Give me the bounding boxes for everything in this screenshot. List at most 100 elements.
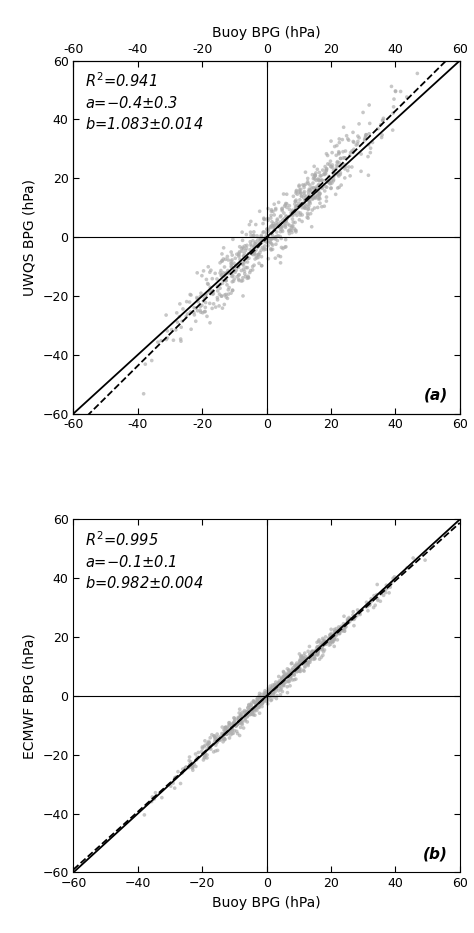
- Point: [277, 256, 284, 271]
- Point: [230, 272, 238, 286]
- Point: [237, 708, 244, 723]
- Point: [241, 238, 249, 253]
- Point: [258, 695, 266, 710]
- Point: [345, 610, 353, 625]
- Point: [223, 723, 231, 738]
- Point: [241, 267, 248, 282]
- Point: [345, 132, 353, 147]
- Point: [257, 228, 265, 243]
- Point: [231, 711, 238, 726]
- Point: [237, 263, 245, 278]
- Point: [248, 703, 256, 717]
- Point: [304, 658, 312, 673]
- Point: [249, 707, 256, 722]
- Point: [314, 188, 321, 202]
- Point: [290, 667, 298, 682]
- Point: [289, 673, 296, 688]
- Point: [305, 184, 312, 199]
- Point: [349, 607, 357, 622]
- Point: [213, 727, 221, 742]
- Point: [370, 588, 378, 603]
- Point: [255, 697, 262, 712]
- Point: [336, 135, 343, 150]
- Point: [203, 747, 211, 762]
- Point: [310, 159, 318, 174]
- Point: [206, 735, 213, 750]
- Point: [223, 727, 230, 742]
- Point: [186, 757, 193, 772]
- Point: [335, 169, 343, 184]
- Point: [272, 230, 279, 244]
- Point: [278, 202, 286, 216]
- Point: [348, 145, 356, 160]
- Point: [254, 694, 261, 709]
- Point: [267, 231, 275, 246]
- Point: [315, 641, 323, 656]
- Point: [289, 662, 297, 677]
- Point: [263, 230, 270, 245]
- Point: [327, 154, 334, 169]
- Point: [328, 627, 335, 642]
- Point: [234, 726, 241, 741]
- Point: [378, 130, 385, 145]
- Point: [306, 188, 314, 203]
- Point: [189, 759, 197, 773]
- Text: $R^2$=0.941
$a$=−0.4±0.3
$b$=1.083±0.014: $R^2$=0.941 $a$=−0.4±0.3 $b$=1.083±0.014: [85, 71, 203, 132]
- Point: [212, 744, 219, 759]
- Point: [235, 272, 242, 286]
- Point: [260, 693, 268, 708]
- Point: [258, 694, 266, 709]
- Point: [235, 710, 243, 725]
- Point: [361, 132, 368, 147]
- Point: [261, 689, 269, 703]
- Point: [313, 161, 321, 176]
- Point: [264, 691, 271, 706]
- Point: [182, 759, 190, 774]
- Point: [201, 290, 208, 305]
- Point: [202, 287, 210, 302]
- Point: [285, 668, 293, 683]
- Point: [272, 201, 280, 216]
- Point: [201, 738, 209, 753]
- Point: [328, 146, 336, 160]
- Point: [207, 280, 214, 295]
- Point: [226, 265, 234, 280]
- Point: [293, 208, 301, 223]
- Point: [251, 708, 259, 723]
- Point: [312, 173, 320, 188]
- Point: [312, 181, 319, 196]
- Point: [261, 232, 269, 247]
- Point: [217, 729, 224, 744]
- Point: [366, 116, 374, 131]
- Point: [262, 687, 269, 702]
- Point: [403, 560, 411, 575]
- Point: [201, 745, 209, 759]
- Point: [228, 721, 236, 736]
- Point: [228, 254, 235, 269]
- Point: [273, 225, 281, 240]
- Point: [261, 687, 269, 702]
- Point: [291, 663, 298, 678]
- Point: [267, 682, 275, 697]
- Point: [164, 324, 171, 339]
- Point: [238, 225, 246, 240]
- Point: [266, 689, 274, 704]
- Point: [197, 285, 205, 300]
- Point: [214, 732, 221, 747]
- X-axis label: Buoy BPG (hPa): Buoy BPG (hPa): [212, 26, 321, 40]
- Point: [192, 300, 200, 315]
- Point: [244, 255, 251, 270]
- Point: [351, 609, 358, 624]
- Point: [247, 698, 255, 713]
- Point: [210, 735, 218, 750]
- Point: [316, 187, 324, 202]
- Point: [381, 582, 388, 597]
- Point: [305, 189, 313, 204]
- Point: [178, 313, 186, 328]
- Point: [164, 330, 171, 345]
- Point: [238, 704, 246, 719]
- Point: [283, 209, 290, 224]
- Point: [319, 643, 326, 658]
- Point: [206, 315, 214, 330]
- Point: [315, 191, 322, 206]
